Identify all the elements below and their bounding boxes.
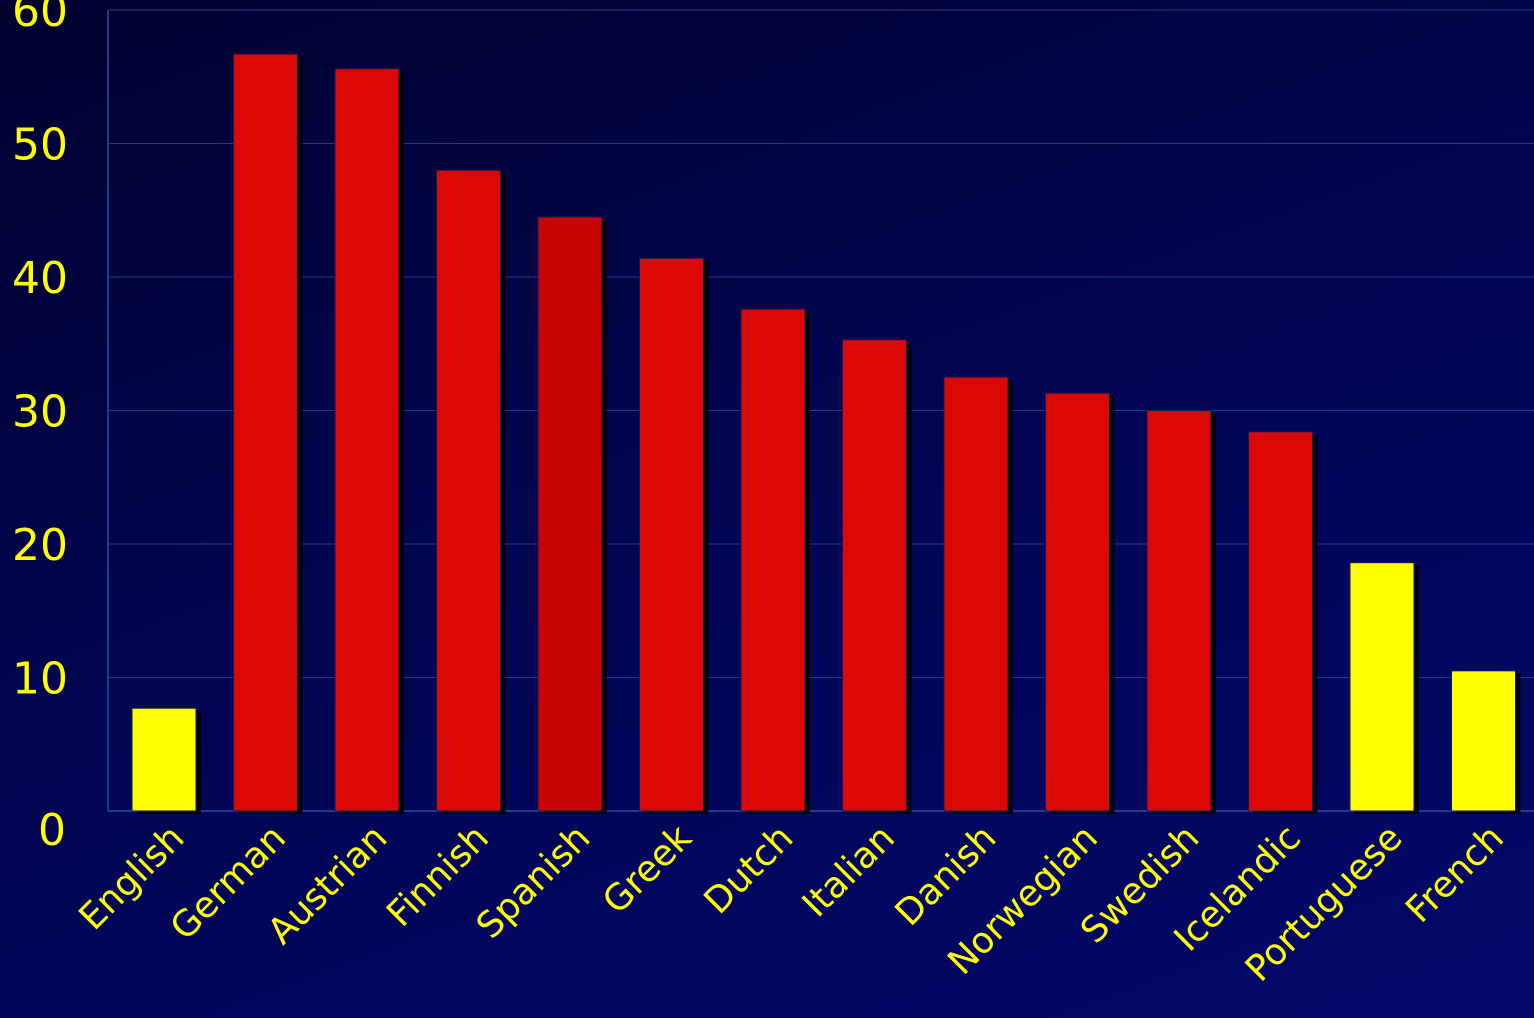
x-category-label: French	[1398, 817, 1512, 931]
bar-greek	[639, 257, 704, 812]
y-tick-label: 0	[38, 805, 66, 856]
y-tick-label: 50	[12, 120, 68, 171]
bar-english	[131, 707, 197, 812]
y-tick-labels: 0 10 20 30 40 50 60	[12, 0, 68, 856]
bar-spanish	[537, 216, 603, 812]
y-tick-label: 10	[12, 654, 68, 705]
bar-portuguese	[1349, 562, 1415, 812]
y-tick-label: 20	[12, 520, 68, 571]
y-tick-label: 30	[12, 387, 68, 438]
x-category-label: Italian	[795, 817, 903, 925]
bar-dutch	[740, 308, 806, 812]
bar-finnish	[436, 169, 501, 812]
bar-norwegian	[1045, 392, 1110, 812]
bar-austrian	[334, 68, 400, 812]
y-tick-label: 40	[12, 253, 68, 304]
bar-swedish	[1146, 410, 1212, 812]
grid-lines	[108, 9, 1534, 678]
bars	[131, 53, 1521, 815]
bar-danish	[943, 376, 1009, 812]
x-category-label: Greek	[595, 817, 700, 922]
x-category-label: Dutch	[697, 817, 802, 922]
bar-german	[233, 53, 298, 812]
x-category-label: Spanish	[469, 817, 599, 947]
bar-french	[1451, 670, 1516, 812]
bar-icelandic	[1248, 431, 1313, 812]
x-category-labels: EnglishGermanAustrianFinnishSpanishGreek…	[71, 817, 1511, 990]
bar-italian	[842, 339, 907, 812]
y-tick-label: 60	[12, 0, 68, 37]
